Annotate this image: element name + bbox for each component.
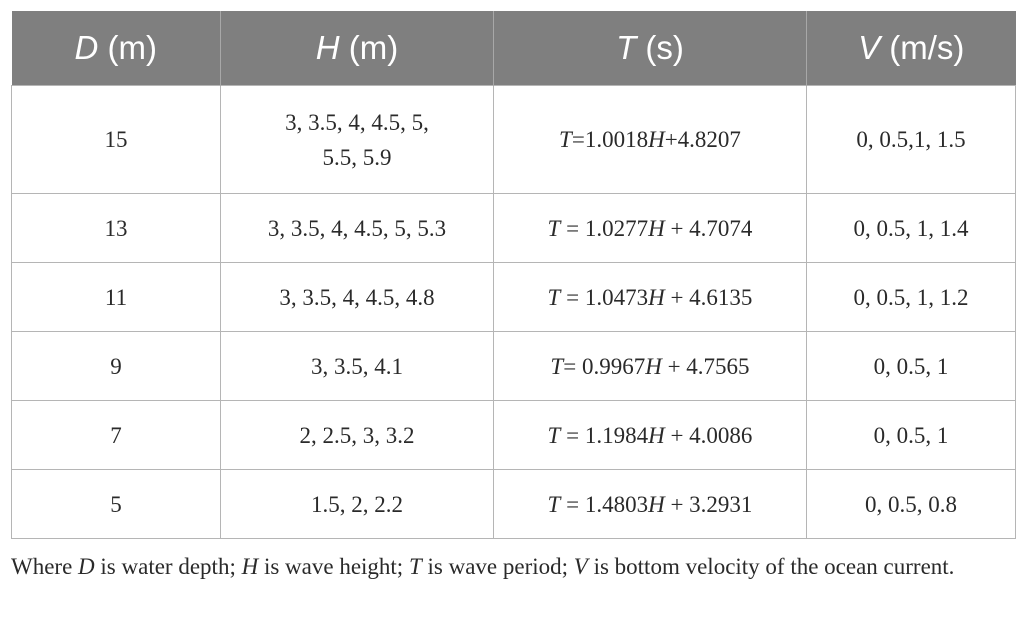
cell-depth: 5 xyxy=(11,469,221,539)
header-velocity: V (m/s) xyxy=(806,11,1016,86)
table-row: 5 1.5, 2, 2.2 T = 1.4803H + 3.2931 0, 0.… xyxy=(11,469,1016,539)
table-row: 7 2, 2.5, 3, 3.2 T = 1.1984H + 4.0086 0,… xyxy=(11,400,1016,470)
cell-period-formula: T = 1.0277H + 4.7074 xyxy=(493,193,807,263)
cell-depth: 9 xyxy=(11,331,221,401)
header-depth: D (m) xyxy=(11,11,221,86)
cell-period-formula: T = 1.0473H + 4.6135 xyxy=(493,262,807,332)
cell-wave-height: 3, 3.5, 4, 4.5, 5, 5.3 xyxy=(220,193,494,263)
parameter-table-container: D (m) H (m) T (s) V (m/s) 15 3, 3.5, 4, … xyxy=(11,11,1016,539)
cell-period-formula: T= 0.9967H + 4.7565 xyxy=(493,331,807,401)
cell-wave-height: 3, 3.5, 4, 4.5, 4.8 xyxy=(220,262,494,332)
table-row: 9 3, 3.5, 4.1 T= 0.9967H + 4.7565 0, 0.5… xyxy=(11,331,1016,401)
table-row: 11 3, 3.5, 4, 4.5, 4.8 T = 1.0473H + 4.6… xyxy=(11,262,1016,332)
cell-period-formula: T = 1.4803H + 3.2931 xyxy=(493,469,807,539)
cell-velocity: 0, 0.5, 1 xyxy=(806,400,1016,470)
wave-parameter-table: D (m) H (m) T (s) V (m/s) 15 3, 3.5, 4, … xyxy=(11,11,1016,539)
cell-period-formula: T = 1.1984H + 4.0086 xyxy=(493,400,807,470)
cell-period-formula: T=1.0018H+4.8207 xyxy=(493,85,807,194)
cell-wave-height: 2, 2.5, 3, 3.2 xyxy=(220,400,494,470)
cell-depth: 11 xyxy=(11,262,221,332)
cell-velocity: 0, 0.5, 1 xyxy=(806,331,1016,401)
cell-velocity: 0, 0.5, 1, 1.2 xyxy=(806,262,1016,332)
cell-wave-height: 1.5, 2, 2.2 xyxy=(220,469,494,539)
cell-velocity: 0, 0.5,1, 1.5 xyxy=(806,85,1016,194)
cell-depth: 15 xyxy=(11,85,221,194)
cell-wave-height: 3, 3.5, 4.1 xyxy=(220,331,494,401)
table-row: 15 3, 3.5, 4, 4.5, 5, 5.5, 5.9 T=1.0018H+… xyxy=(11,85,1016,194)
header-wave-height: H (m) xyxy=(220,11,494,86)
cell-depth: 13 xyxy=(11,193,221,263)
header-row: D (m) H (m) T (s) V (m/s) xyxy=(11,11,1016,86)
table-footnote: Where D is water depth; H is wave height… xyxy=(11,554,955,579)
cell-velocity: 0, 0.5, 1, 1.4 xyxy=(806,193,1016,263)
cell-velocity: 0, 0.5, 0.8 xyxy=(806,469,1016,539)
header-wave-period: T (s) xyxy=(493,11,807,86)
table-row: 13 3, 3.5, 4, 4.5, 5, 5.3 T = 1.0277H + … xyxy=(11,193,1016,263)
cell-depth: 7 xyxy=(11,400,221,470)
cell-wave-height: 3, 3.5, 4, 4.5, 5, 5.5, 5.9 xyxy=(220,85,494,194)
